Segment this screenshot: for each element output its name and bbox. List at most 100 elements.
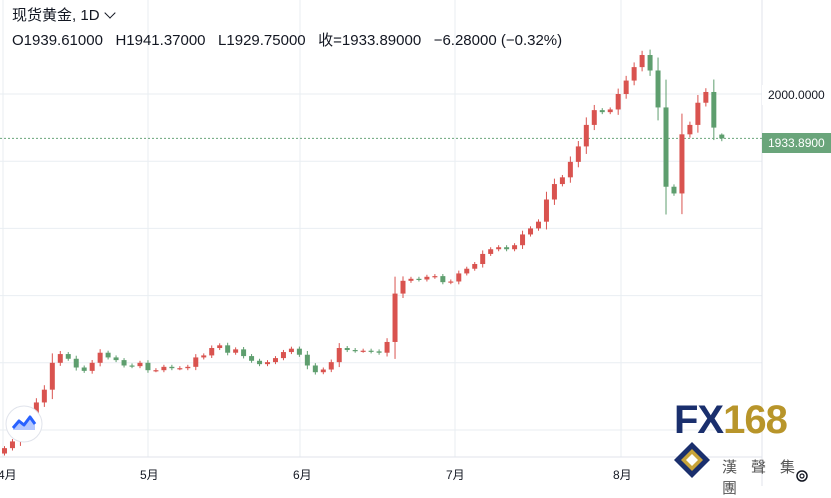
- candle-body: [129, 365, 135, 367]
- close-value: 1933.89000: [341, 32, 422, 49]
- candle-body: [81, 367, 87, 371]
- candle-body: [201, 355, 207, 358]
- chevron-down-icon[interactable]: [103, 7, 116, 19]
- candle-body: [376, 351, 382, 353]
- candle-body: [193, 357, 199, 367]
- candle-body: [344, 348, 350, 351]
- candle-body: [512, 245, 518, 250]
- candle-body: [368, 350, 374, 352]
- candle-body: [671, 186, 677, 194]
- candle-body: [312, 365, 318, 373]
- candle-body: [647, 55, 653, 71]
- close-label: 收=: [318, 32, 342, 49]
- candle-body: [288, 348, 294, 353]
- open-label: O: [12, 32, 24, 49]
- candle-body: [456, 273, 462, 282]
- candle-body: [496, 247, 502, 250]
- candle-body: [304, 354, 310, 366]
- candle-body: [655, 70, 661, 108]
- candle-body: [41, 389, 47, 403]
- interval-label: 1D: [80, 7, 100, 24]
- candle-body: [543, 199, 549, 222]
- candle-body: [97, 352, 103, 363]
- candle-body: [599, 110, 605, 113]
- candle-body: [328, 362, 334, 370]
- candle-body: [416, 278, 422, 280]
- candle-body: [567, 161, 573, 178]
- tradingview-logo-icon[interactable]: [4, 404, 44, 444]
- candle-body: [448, 281, 454, 283]
- current-price-tag: 1933.8900: [762, 133, 831, 153]
- candle-body: [623, 80, 629, 94]
- candle-body: [49, 362, 55, 390]
- x-tick-may: 5月: [140, 468, 159, 482]
- candle-body: [9, 441, 15, 449]
- candle-body: [520, 234, 526, 246]
- candle-body: [185, 366, 191, 369]
- candle-body: [575, 146, 581, 162]
- candle-body: [296, 348, 302, 355]
- low-value: 1929.75000: [226, 32, 306, 49]
- candle-body: [153, 370, 159, 372]
- candle-body: [591, 110, 597, 125]
- candle-body: [392, 293, 398, 342]
- candle-body: [504, 247, 510, 250]
- fx168-diamond-icon: [674, 442, 710, 478]
- grid-lines: [0, 0, 762, 457]
- price-level-label: 2000.0000: [762, 85, 831, 105]
- candle-body: [233, 349, 239, 353]
- candle-body: [177, 368, 183, 370]
- candle-body: [440, 276, 446, 283]
- settings-gear-icon[interactable]: [793, 467, 811, 485]
- candle-body: [360, 350, 366, 352]
- candle-body: [703, 91, 709, 103]
- candle-body: [711, 91, 717, 128]
- candle-body: [424, 276, 430, 280]
- candle-body: [145, 362, 151, 371]
- high-label: H: [115, 32, 127, 49]
- candle-body: [551, 184, 557, 200]
- candle-body: [137, 362, 143, 367]
- candle-body: [400, 280, 406, 294]
- candle-body: [241, 349, 247, 357]
- candle-body: [265, 362, 271, 365]
- candle-body: [57, 354, 63, 363]
- candle-body: [719, 134, 725, 139]
- candle-body: [639, 55, 645, 68]
- x-tick-jun: 6月: [293, 468, 312, 482]
- candle-body: [408, 278, 414, 281]
- candlestick-chart[interactable]: [0, 0, 831, 486]
- candle-body: [336, 348, 342, 363]
- candle-body: [695, 102, 701, 125]
- candle-body: [2, 448, 7, 454]
- candle-body: [272, 358, 278, 363]
- candle-body: [607, 109, 613, 113]
- candle-body: [528, 228, 534, 235]
- ohlc-legend: O1939.61000 H1941.37000 L1929.75000 收=19…: [12, 29, 562, 50]
- candle-body: [559, 177, 565, 185]
- change-value: −6.28000: [433, 32, 497, 49]
- fx168-logo: FX168: [674, 398, 788, 442]
- candle-body: [663, 107, 669, 187]
- candle-body: [89, 362, 95, 371]
- candle-body: [161, 366, 167, 371]
- candle-body: [472, 264, 478, 269]
- symbol-name: 现货黄金: [12, 7, 73, 24]
- x-tick-aug: 8月: [613, 468, 632, 482]
- x-tick-apr: 4月: [0, 468, 17, 482]
- candle-body: [105, 352, 111, 358]
- candle-body: [225, 345, 231, 353]
- candle-body: [535, 221, 541, 229]
- candle-body: [679, 134, 685, 194]
- candle-body: [583, 124, 589, 147]
- candle-body: [280, 352, 286, 359]
- candle-body: [464, 268, 470, 274]
- candle-body: [249, 356, 255, 361]
- symbol-header[interactable]: 现货黄金, 1D: [12, 4, 116, 25]
- change-percent: (−0.32%): [500, 32, 563, 49]
- candle-body: [209, 348, 215, 356]
- fx168-subtitle: 漢聲集團: [722, 458, 810, 497]
- x-tick-jul: 7月: [446, 468, 465, 482]
- candle-body: [33, 402, 39, 415]
- candle-body: [631, 67, 637, 81]
